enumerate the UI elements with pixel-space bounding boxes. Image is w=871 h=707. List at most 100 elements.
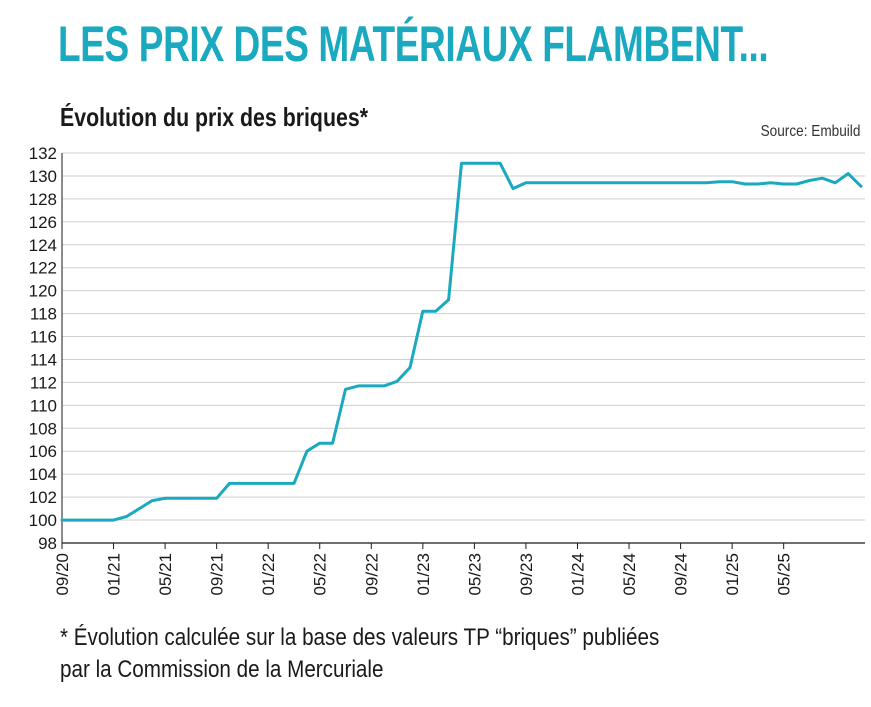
data-point: [821, 177, 824, 180]
data-point: [730, 180, 734, 183]
data-point: [215, 497, 218, 500]
y-tick-label: 128: [29, 190, 57, 209]
data-point: [421, 310, 425, 313]
x-tick-label: 09/23: [517, 553, 536, 596]
data-point: [395, 380, 399, 383]
data-point: [511, 187, 515, 190]
data-point: [292, 482, 296, 485]
data-point: [550, 181, 553, 185]
data-point: [705, 181, 708, 185]
y-tick-label: 126: [29, 213, 57, 232]
data-point: [112, 518, 115, 522]
data-point: [138, 507, 141, 510]
data-point: [859, 185, 863, 188]
data-point: [305, 450, 309, 453]
footnote: * Évolution calculée sur la base des val…: [60, 622, 659, 686]
y-tick-label: 100: [29, 511, 57, 530]
y-tick-label: 118: [30, 305, 57, 324]
y-tick-label: 102: [29, 488, 57, 507]
y-tick-label: 112: [30, 373, 57, 392]
x-tick-label: 01/21: [105, 553, 124, 596]
data-point: [447, 298, 450, 302]
y-tick-label: 132: [29, 144, 57, 163]
x-tick-label: 09/21: [208, 553, 227, 596]
data-point: [202, 497, 205, 500]
data-point: [228, 482, 231, 485]
data-point: [834, 181, 837, 185]
data-point: [782, 182, 785, 186]
data-point: [176, 497, 180, 500]
headline: LES PRIX DES MATÉRIAUX FLAMBENT...: [58, 16, 769, 72]
x-tick-label: 05/25: [775, 553, 794, 596]
x-tick-label: 05/24: [620, 553, 639, 596]
data-point: [602, 181, 605, 185]
data-point: [498, 162, 502, 165]
data-point: [679, 181, 682, 185]
x-tick-label: 01/24: [568, 553, 587, 596]
price-line-chart: 98 100 102 104 106 108 110 112 114 116 118 120 122 12…: [29, 144, 865, 596]
x-tick-label: 01/22: [259, 553, 278, 596]
data-point: [331, 442, 334, 445]
x-tick-label: 05/22: [311, 553, 330, 596]
x-tick-label: 09/22: [362, 553, 381, 596]
footnote-line-2: par la Commission de la Mercuriale: [60, 656, 384, 683]
data-point: [640, 181, 644, 185]
data-point: [163, 497, 167, 500]
grid-lines: [62, 152, 865, 544]
data-point: [99, 518, 102, 522]
data-point: [318, 442, 321, 445]
data-point: [692, 181, 695, 185]
y-tick-label: 120: [29, 282, 57, 301]
data-point: [846, 172, 850, 175]
y-tick-label: 98: [38, 534, 57, 553]
data-point: [743, 182, 747, 186]
y-tick-label: 108: [29, 419, 57, 438]
data-point: [382, 384, 386, 388]
data-point: [434, 310, 437, 313]
x-tick-label: 05/21: [156, 553, 175, 596]
y-tick-label: 116: [30, 328, 57, 347]
y-tick-label: 130: [29, 167, 57, 186]
data-point: [666, 181, 669, 185]
y-tick-label: 124: [29, 236, 57, 255]
x-tick-label: 01/23: [414, 553, 433, 596]
data-point: [344, 388, 347, 391]
data-point: [151, 499, 154, 502]
x-axis: 09/20 01/21 05/21 09/21 01/22 05/22 09/22 01/23…: [53, 153, 865, 596]
y-tick-label: 122: [29, 259, 57, 278]
data-point: [589, 181, 592, 185]
data-point: [86, 518, 89, 522]
y-tick-label: 114: [30, 350, 57, 369]
y-tick-label: 104: [29, 465, 57, 484]
data-point: [756, 182, 760, 186]
chart-title: Évolution du prix des briques*: [60, 102, 368, 132]
data-point: [795, 182, 798, 186]
data-point: [627, 181, 631, 185]
series-layer: [60, 161, 863, 522]
data-point: [808, 179, 811, 182]
data-point: [473, 162, 476, 165]
source-note: Source: Embuild: [760, 123, 860, 140]
y-tick-label: 110: [30, 396, 57, 415]
data-point: [563, 181, 566, 185]
data-point: [357, 384, 360, 388]
x-tick-label: 09/20: [53, 553, 72, 596]
footnote-line-1: * Évolution calculée sur la base des val…: [60, 624, 660, 651]
data-point: [73, 518, 77, 522]
data-point: [279, 482, 283, 485]
data-point: [241, 482, 244, 485]
data-point: [576, 181, 579, 185]
x-tick-label: 09/24: [672, 553, 691, 596]
data-point: [769, 181, 772, 185]
series-line: [60, 161, 863, 522]
data-point: [370, 384, 373, 388]
data-point: [60, 518, 64, 522]
x-tick-label: 05/23: [465, 553, 484, 596]
data-point: [537, 181, 541, 185]
data-point: [486, 162, 489, 165]
data-point: [408, 366, 412, 369]
data-point: [653, 181, 657, 185]
data-point: [460, 162, 463, 165]
data-point: [125, 515, 128, 518]
x-tick-label: 01/25: [723, 553, 742, 596]
